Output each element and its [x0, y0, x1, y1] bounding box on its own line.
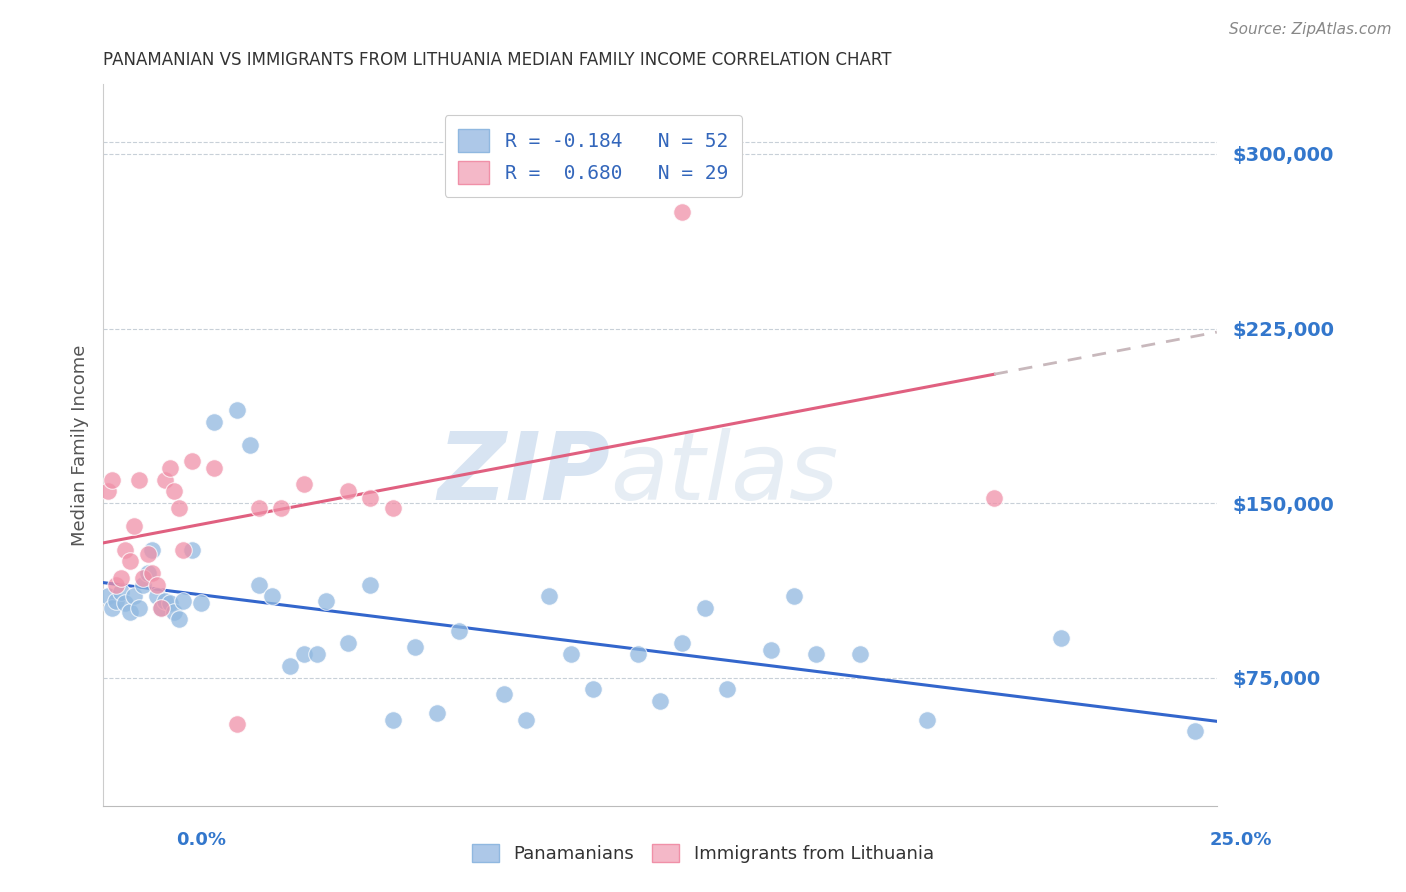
- Legend: Panamanians, Immigrants from Lithuania: Panamanians, Immigrants from Lithuania: [463, 835, 943, 872]
- Point: [167, 612, 190, 626]
- Point: [782, 589, 804, 603]
- Point: [114, 542, 136, 557]
- Point: [449, 624, 471, 638]
- Point: [404, 640, 426, 655]
- Point: [582, 682, 605, 697]
- Point: [1184, 724, 1206, 739]
- Point: [118, 606, 141, 620]
- Point: [247, 577, 270, 591]
- Point: [761, 642, 783, 657]
- Point: [114, 596, 136, 610]
- Point: [155, 473, 177, 487]
- Point: [262, 589, 284, 603]
- Text: 0.0%: 0.0%: [176, 831, 226, 849]
- Point: [204, 415, 226, 429]
- Point: [124, 519, 146, 533]
- Point: [136, 547, 159, 561]
- Point: [381, 500, 404, 515]
- Point: [128, 473, 150, 487]
- Point: [515, 713, 537, 727]
- Point: [172, 594, 194, 608]
- Point: [159, 596, 181, 610]
- Point: [190, 596, 212, 610]
- Point: [671, 636, 693, 650]
- Point: [172, 542, 194, 557]
- Point: [167, 500, 190, 515]
- Point: [849, 648, 872, 662]
- Point: [181, 542, 204, 557]
- Point: [159, 461, 181, 475]
- Point: [292, 477, 315, 491]
- Point: [315, 594, 337, 608]
- Y-axis label: Median Family Income: Median Family Income: [72, 344, 89, 546]
- Point: [648, 694, 671, 708]
- Point: [381, 713, 404, 727]
- Point: [128, 600, 150, 615]
- Point: [337, 636, 360, 650]
- Point: [359, 577, 381, 591]
- Text: atlas: atlas: [610, 428, 838, 519]
- Point: [110, 584, 132, 599]
- Point: [181, 454, 204, 468]
- Point: [132, 570, 155, 584]
- Point: [225, 403, 247, 417]
- Point: [150, 600, 173, 615]
- Point: [105, 577, 128, 591]
- Point: [124, 589, 146, 603]
- Point: [101, 600, 124, 615]
- Point: [136, 566, 159, 580]
- Point: [915, 713, 938, 727]
- Point: [105, 594, 128, 608]
- Point: [132, 577, 155, 591]
- Point: [141, 542, 163, 557]
- Point: [305, 648, 328, 662]
- Point: [97, 484, 120, 499]
- Point: [145, 589, 167, 603]
- Point: [337, 484, 360, 499]
- Point: [204, 461, 226, 475]
- Text: Source: ZipAtlas.com: Source: ZipAtlas.com: [1229, 22, 1392, 37]
- Point: [110, 570, 132, 584]
- Point: [292, 648, 315, 662]
- Point: [247, 500, 270, 515]
- Point: [693, 600, 716, 615]
- Point: [983, 491, 1005, 506]
- Point: [716, 682, 738, 697]
- Point: [671, 205, 693, 219]
- Point: [239, 438, 262, 452]
- Text: ZIP: ZIP: [437, 428, 610, 520]
- Point: [560, 648, 582, 662]
- Text: PANAMANIAN VS IMMIGRANTS FROM LITHUANIA MEDIAN FAMILY INCOME CORRELATION CHART: PANAMANIAN VS IMMIGRANTS FROM LITHUANIA …: [103, 51, 891, 69]
- Point: [155, 594, 177, 608]
- Point: [804, 648, 827, 662]
- Point: [225, 717, 247, 731]
- Point: [426, 706, 449, 720]
- Point: [1050, 631, 1073, 645]
- Point: [163, 484, 186, 499]
- Point: [278, 659, 301, 673]
- Text: 25.0%: 25.0%: [1211, 831, 1272, 849]
- Point: [627, 648, 650, 662]
- Point: [492, 687, 515, 701]
- Point: [359, 491, 381, 506]
- Point: [163, 606, 186, 620]
- Point: [145, 577, 167, 591]
- Point: [97, 589, 120, 603]
- Point: [150, 600, 173, 615]
- Point: [118, 554, 141, 568]
- Point: [141, 566, 163, 580]
- Point: [101, 473, 124, 487]
- Point: [537, 589, 560, 603]
- Legend: R = -0.184   N = 52, R =  0.680   N = 29: R = -0.184 N = 52, R = 0.680 N = 29: [444, 115, 742, 197]
- Point: [270, 500, 292, 515]
